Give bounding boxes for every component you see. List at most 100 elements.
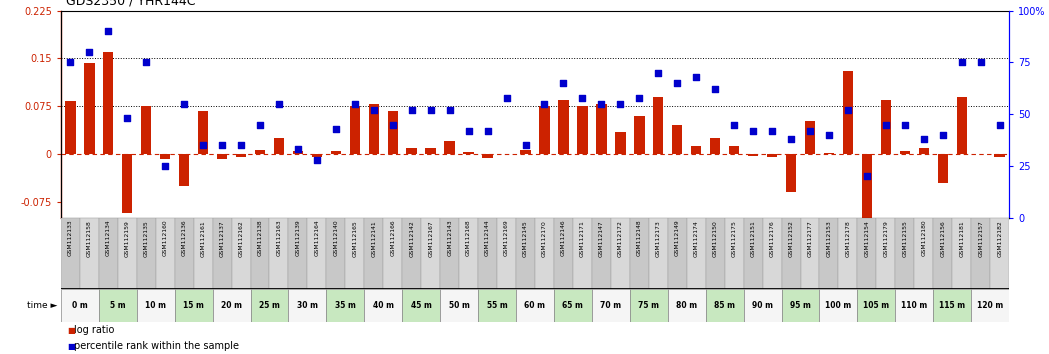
Bar xyxy=(592,289,629,322)
Point xyxy=(650,70,667,76)
Bar xyxy=(345,218,364,289)
Point xyxy=(346,101,363,107)
Text: GSM112152: GSM112152 xyxy=(789,220,793,257)
Point xyxy=(365,107,382,113)
Bar xyxy=(198,111,209,154)
Bar xyxy=(61,218,80,289)
Bar xyxy=(842,71,853,154)
Text: GSM112147: GSM112147 xyxy=(599,220,604,257)
Bar xyxy=(823,153,834,154)
Point xyxy=(423,107,440,113)
Bar xyxy=(725,218,744,289)
Bar xyxy=(217,154,228,159)
Text: GSM112143: GSM112143 xyxy=(447,220,452,256)
Bar xyxy=(478,218,497,289)
Bar xyxy=(251,289,288,322)
Bar xyxy=(838,218,857,289)
Bar xyxy=(445,141,455,154)
Bar xyxy=(706,218,725,289)
Point xyxy=(290,147,306,152)
Text: 60 m: 60 m xyxy=(524,301,545,310)
Text: GSM112163: GSM112163 xyxy=(277,220,281,256)
Bar xyxy=(915,218,934,289)
Bar xyxy=(194,218,213,289)
Text: GSM112171: GSM112171 xyxy=(580,220,585,257)
Text: GSM112139: GSM112139 xyxy=(296,220,300,256)
Point xyxy=(327,126,344,131)
Text: ■: ■ xyxy=(67,326,76,335)
Text: GSM112145: GSM112145 xyxy=(523,220,528,257)
Text: GSM112140: GSM112140 xyxy=(334,220,339,256)
Text: 0 m: 0 m xyxy=(72,301,88,310)
Bar xyxy=(934,289,971,322)
Bar xyxy=(819,218,838,289)
Point xyxy=(479,128,496,133)
Bar xyxy=(364,289,402,322)
Text: ■: ■ xyxy=(67,342,76,350)
Point xyxy=(972,59,989,65)
Bar xyxy=(326,218,345,289)
Text: GSM112182: GSM112182 xyxy=(998,220,1002,257)
Text: GSM112157: GSM112157 xyxy=(978,220,983,257)
Bar xyxy=(516,289,554,322)
Bar xyxy=(744,289,782,322)
Bar xyxy=(251,218,270,289)
Text: GSM112144: GSM112144 xyxy=(485,220,490,256)
Bar xyxy=(426,148,436,154)
Bar xyxy=(861,154,872,237)
Point xyxy=(156,163,173,169)
Text: GSM112148: GSM112148 xyxy=(637,220,642,256)
Bar xyxy=(554,289,592,322)
Bar xyxy=(368,104,379,154)
Text: 115 m: 115 m xyxy=(939,301,965,310)
Point xyxy=(214,142,231,148)
Bar xyxy=(422,218,441,289)
Point xyxy=(954,59,970,65)
Bar xyxy=(255,149,265,154)
Point xyxy=(935,132,951,138)
Text: 75 m: 75 m xyxy=(638,301,659,310)
Text: 50 m: 50 m xyxy=(449,301,470,310)
Point xyxy=(916,136,933,142)
Text: 120 m: 120 m xyxy=(977,301,1003,310)
Bar xyxy=(99,289,136,322)
Bar xyxy=(174,289,213,322)
Text: GSM112170: GSM112170 xyxy=(542,220,547,257)
Text: GSM112177: GSM112177 xyxy=(808,220,813,257)
Text: GSM112174: GSM112174 xyxy=(693,220,699,257)
Point xyxy=(498,95,515,101)
Bar xyxy=(615,132,625,154)
Bar xyxy=(307,218,326,289)
Bar xyxy=(61,289,99,322)
Text: GSM112155: GSM112155 xyxy=(902,220,907,257)
Bar xyxy=(611,218,629,289)
Text: GSM112154: GSM112154 xyxy=(864,220,870,257)
Bar xyxy=(497,218,516,289)
Text: GSM112160: GSM112160 xyxy=(163,220,168,256)
Text: GSM112153: GSM112153 xyxy=(827,220,832,257)
Text: 20 m: 20 m xyxy=(221,301,242,310)
Bar xyxy=(65,101,76,154)
Text: GSM112141: GSM112141 xyxy=(371,220,377,257)
Bar xyxy=(629,218,648,289)
Point xyxy=(745,128,762,133)
Point xyxy=(195,142,212,148)
Point xyxy=(119,115,135,121)
Bar xyxy=(136,218,155,289)
Point xyxy=(384,122,401,127)
Text: GSM112175: GSM112175 xyxy=(731,220,736,257)
Point xyxy=(726,122,743,127)
Bar xyxy=(349,106,360,154)
Text: GSM112138: GSM112138 xyxy=(257,220,262,256)
Text: 10 m: 10 m xyxy=(145,301,166,310)
Point xyxy=(252,122,269,127)
Point xyxy=(81,49,98,55)
Bar xyxy=(539,106,550,154)
Text: GSM112156: GSM112156 xyxy=(940,220,945,257)
Bar xyxy=(136,289,174,322)
Point xyxy=(233,142,250,148)
Bar xyxy=(117,218,136,289)
Bar xyxy=(80,218,99,289)
Bar xyxy=(288,289,326,322)
Bar xyxy=(122,154,132,213)
